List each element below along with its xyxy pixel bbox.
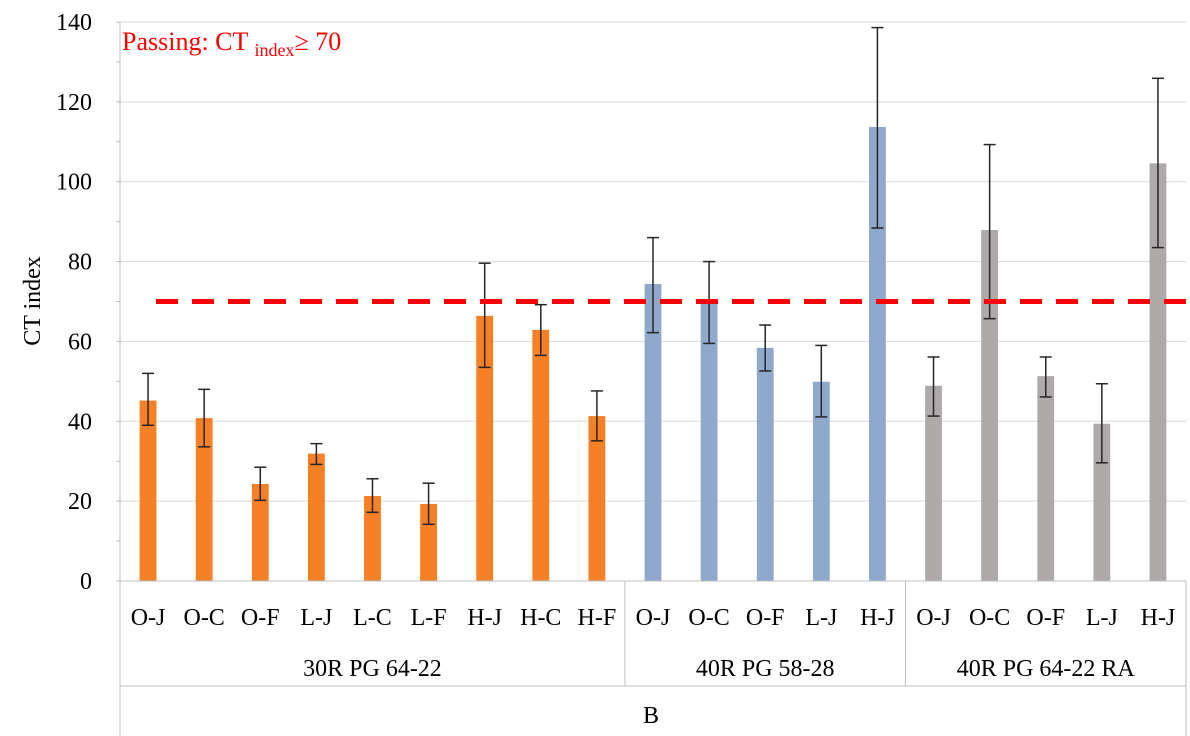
x-axis-title: B — [643, 703, 659, 729]
x-group-label: 30R PG 64-22 — [303, 656, 442, 682]
x-group-label: 40R PG 58-28 — [696, 656, 835, 682]
threshold-label-suffix: ≥ 70 — [294, 27, 341, 56]
x-tick-label: O-J — [916, 605, 951, 631]
y-axis-title: CT index — [20, 256, 46, 346]
bar — [476, 315, 494, 581]
bar — [812, 381, 830, 581]
bar — [532, 329, 550, 581]
bar — [644, 283, 662, 581]
bar — [251, 483, 269, 581]
x-tick-label: H-F — [578, 605, 617, 631]
bar — [1037, 376, 1055, 581]
x-tick-label: L-J — [300, 605, 332, 631]
x-tick-label: O-C — [969, 605, 1010, 631]
y-tick-label: 100 — [56, 170, 92, 196]
y-tick-label: 20 — [68, 489, 92, 515]
bars — [139, 127, 1167, 581]
threshold-label-prefix: Passing: CT — [122, 27, 254, 56]
y-tick-label: 40 — [68, 409, 92, 435]
x-tick-label: O-J — [131, 605, 166, 631]
threshold-label: Passing: CT index≥ 70 — [122, 27, 341, 60]
x-tick-label: O-J — [636, 605, 671, 631]
x-tick-label: O-C — [183, 605, 224, 631]
y-axis: 0 20 40 60 80 100 120 140 — [56, 10, 121, 595]
bar — [756, 347, 774, 581]
bar — [139, 400, 157, 581]
x-tick-label: L-J — [1086, 605, 1118, 631]
x-tick-label: O-F — [746, 605, 785, 631]
threshold-label-sub: index — [254, 40, 294, 60]
x-tick-label: O-F — [241, 605, 280, 631]
bar — [420, 503, 437, 581]
y-tick-label: 120 — [56, 90, 92, 116]
x-group-label: 40R PG 64-22 RA — [957, 656, 1136, 682]
x-tick-label: L-J — [805, 605, 837, 631]
y-tick-label: 80 — [68, 250, 92, 276]
bar — [1149, 163, 1167, 581]
bar — [925, 385, 942, 581]
x-tick-label: H-J — [1141, 605, 1176, 631]
bar — [700, 302, 718, 581]
x-axis: O-J O-C O-F L-J L-C L-F H-J H-C H-F O-J O-C O-F L-J H… — [119, 580, 1187, 736]
x-tick-label: O-F — [1026, 605, 1065, 631]
x-tick-label: L-C — [353, 605, 392, 631]
x-tick-label: H-J — [860, 605, 895, 631]
bar — [307, 453, 325, 581]
bar — [869, 127, 886, 581]
bar — [364, 495, 381, 581]
y-tick-label: 60 — [68, 329, 92, 355]
bar — [588, 416, 606, 581]
x-tick-label: L-F — [411, 605, 447, 631]
x-tick-label: O-C — [688, 605, 729, 631]
x-tick-label: H-J — [467, 605, 502, 631]
y-tick-label: 0 — [80, 569, 92, 595]
y-tick-label: 140 — [56, 10, 92, 36]
x-tick-label: H-C — [520, 605, 561, 631]
bar — [195, 418, 213, 581]
bar — [981, 230, 999, 581]
